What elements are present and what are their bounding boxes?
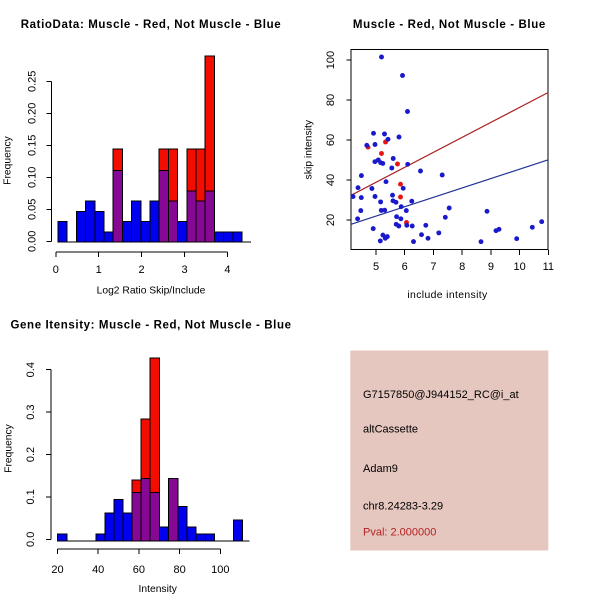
svg-text:0.0: 0.0: [25, 532, 37, 547]
svg-text:5: 5: [373, 261, 379, 273]
svg-text:60: 60: [133, 564, 145, 576]
svg-text:0.00: 0.00: [27, 231, 39, 252]
svg-text:2: 2: [139, 264, 145, 276]
svg-text:20: 20: [51, 564, 63, 576]
svg-text:100: 100: [325, 51, 337, 69]
svg-text:40: 40: [325, 174, 337, 186]
svg-text:Frequency: Frequency: [3, 423, 14, 473]
svg-text:Log2 Ratio Skip/Include: Log2 Ratio Skip/Include: [97, 286, 206, 297]
svg-text:0.1: 0.1: [25, 489, 37, 504]
svg-text:6: 6: [402, 261, 408, 273]
svg-text:80: 80: [173, 564, 185, 576]
svg-text:skip intensity: skip intensity: [304, 119, 315, 179]
svg-text:60: 60: [325, 134, 337, 146]
svg-text:chr8.24283-3.29: chr8.24283-3.29: [363, 501, 443, 513]
svg-text:1: 1: [96, 264, 102, 276]
svg-text:0.05: 0.05: [27, 199, 39, 220]
svg-text:10: 10: [513, 261, 525, 273]
svg-text:RatioData: Muscle - Red, Not M: RatioData: Muscle - Red, Not Muscle - Bl…: [21, 19, 282, 31]
svg-text:Pval: 2.000000: Pval: 2.000000: [363, 526, 436, 538]
svg-text:Intensity: Intensity: [139, 584, 178, 595]
svg-text:9: 9: [488, 261, 494, 273]
svg-text:0: 0: [53, 264, 59, 276]
svg-text:40: 40: [92, 564, 104, 576]
svg-text:Adam9: Adam9: [363, 463, 398, 475]
svg-text:G7157850@J944152_RC@i_at: G7157850@J944152_RC@i_at: [363, 389, 519, 401]
svg-text:Muscle - Red, Not Muscle - Blu: Muscle - Red, Not Muscle - Blue: [353, 19, 546, 31]
svg-text:0.10: 0.10: [27, 167, 39, 188]
svg-text:altCassette: altCassette: [363, 424, 418, 436]
svg-text:100: 100: [211, 564, 229, 576]
svg-text:0.2: 0.2: [25, 447, 37, 462]
svg-text:Frequency: Frequency: [3, 135, 14, 185]
svg-text:0.20: 0.20: [27, 103, 39, 124]
svg-text:0.3: 0.3: [25, 404, 37, 419]
svg-text:4: 4: [224, 264, 230, 276]
svg-text:0.25: 0.25: [27, 71, 39, 92]
svg-text:11: 11: [543, 261, 554, 273]
svg-text:include intensity: include intensity: [407, 290, 488, 301]
svg-text:20: 20: [325, 214, 337, 226]
svg-text:Gene Itensity: Muscle - Red, N: Gene Itensity: Muscle - Red, Not Muscle …: [11, 319, 292, 331]
svg-text:0.15: 0.15: [27, 135, 39, 156]
svg-text:8: 8: [459, 261, 465, 273]
svg-text:0.4: 0.4: [25, 362, 37, 377]
svg-text:3: 3: [181, 264, 187, 276]
svg-text:80: 80: [325, 94, 337, 106]
svg-text:7: 7: [430, 261, 436, 273]
